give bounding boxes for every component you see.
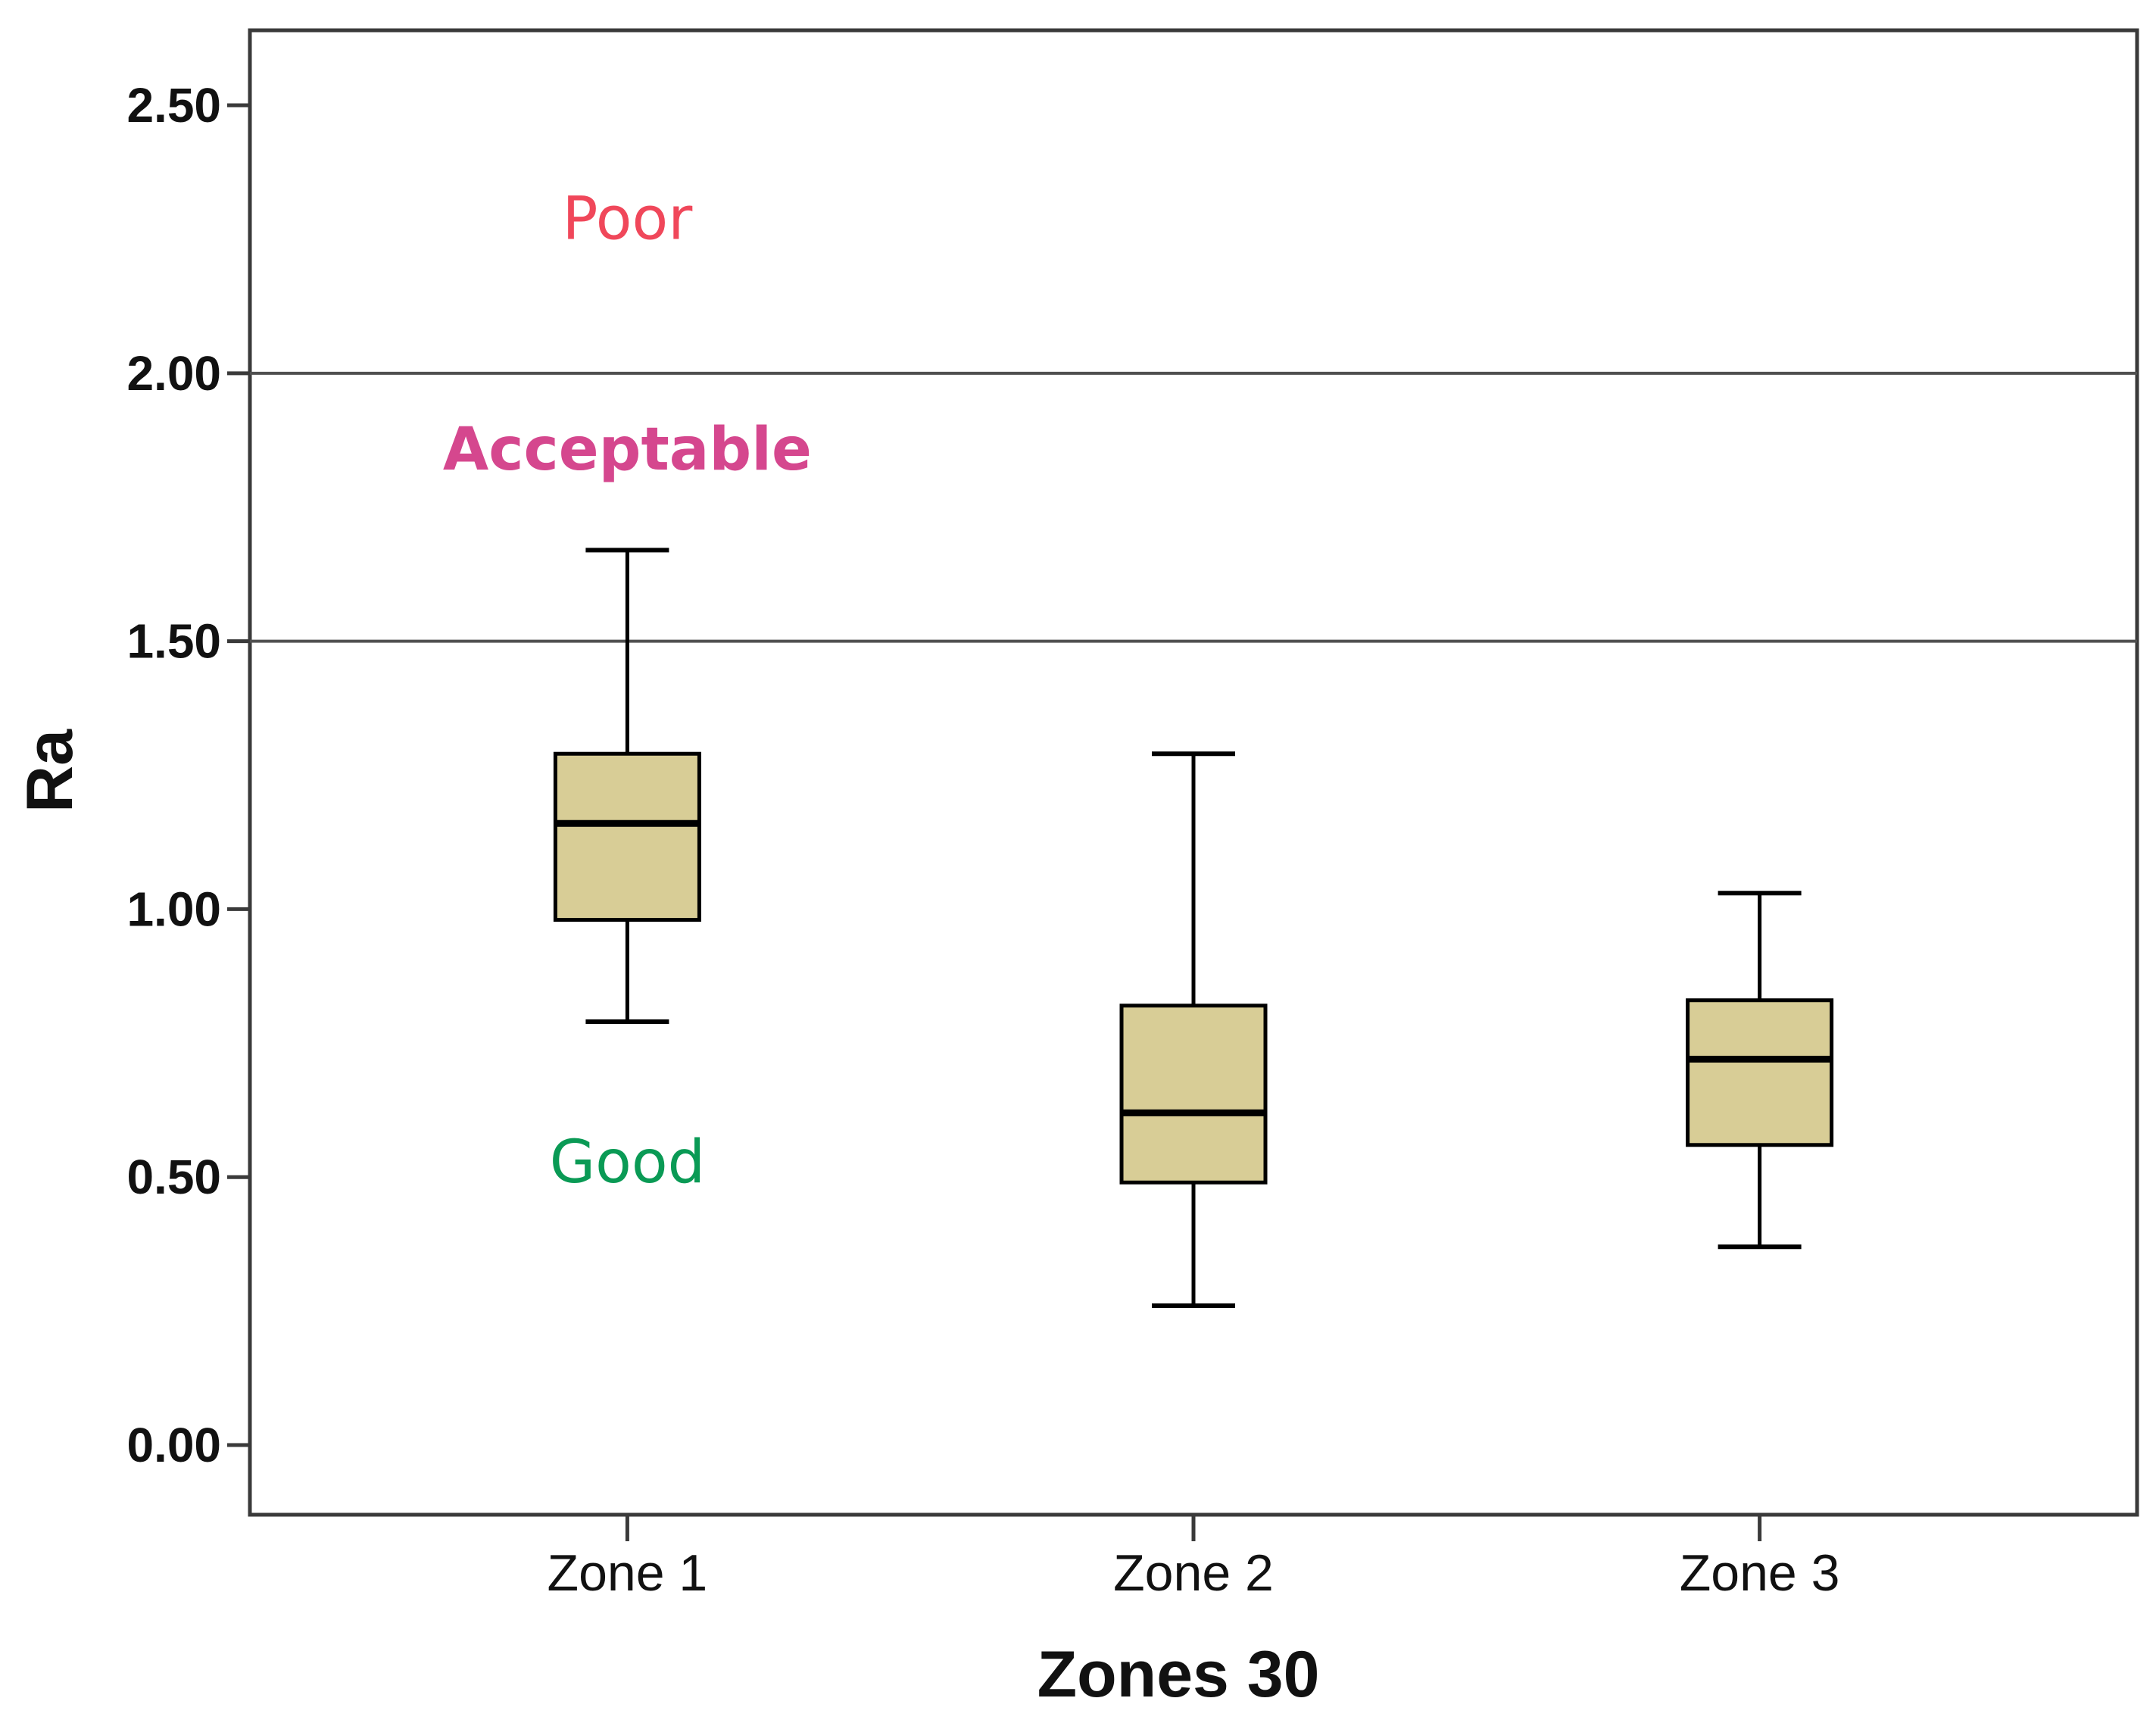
x-axis-title: Zones 30 [1037, 1638, 1320, 1711]
x-tick-label-1: Zone 2 [1113, 1544, 1274, 1602]
reference-lines [250, 371, 2137, 643]
x-tick-label-2: Zone 3 [1680, 1544, 1840, 1602]
box-1 [553, 548, 701, 1025]
region-labels: Poor Acceptable Good [443, 186, 812, 1197]
x-tick-label-0: Zone 1 [548, 1544, 708, 1602]
y-tick-label-4: 2.00 [126, 346, 221, 401]
box-3 [1686, 891, 1834, 1250]
boxes [553, 548, 1834, 1309]
y-tick-label-2: 1.00 [126, 882, 221, 936]
region-label-good: Good [550, 1128, 705, 1197]
box-2 [1119, 751, 1268, 1309]
y-axis: 0.00 0.50 1.00 1.50 2.00 2.50 [126, 78, 250, 1472]
y-tick-label-5: 2.50 [126, 78, 221, 133]
y-tick-label-0: 0.00 [126, 1418, 221, 1472]
y-tick-label-1: 0.50 [126, 1150, 221, 1204]
region-label-poor: Poor [563, 186, 694, 254]
region-label-acceptable: Acceptable [443, 416, 812, 484]
iqr-box [1119, 1004, 1268, 1185]
y-axis-title: Ra [14, 729, 86, 813]
y-tick-label-3: 1.50 [126, 614, 221, 669]
x-axis: Zone 1 Zone 2 Zone 3 [548, 1515, 1840, 1602]
iqr-box [1686, 998, 1834, 1147]
iqr-box [553, 751, 701, 922]
